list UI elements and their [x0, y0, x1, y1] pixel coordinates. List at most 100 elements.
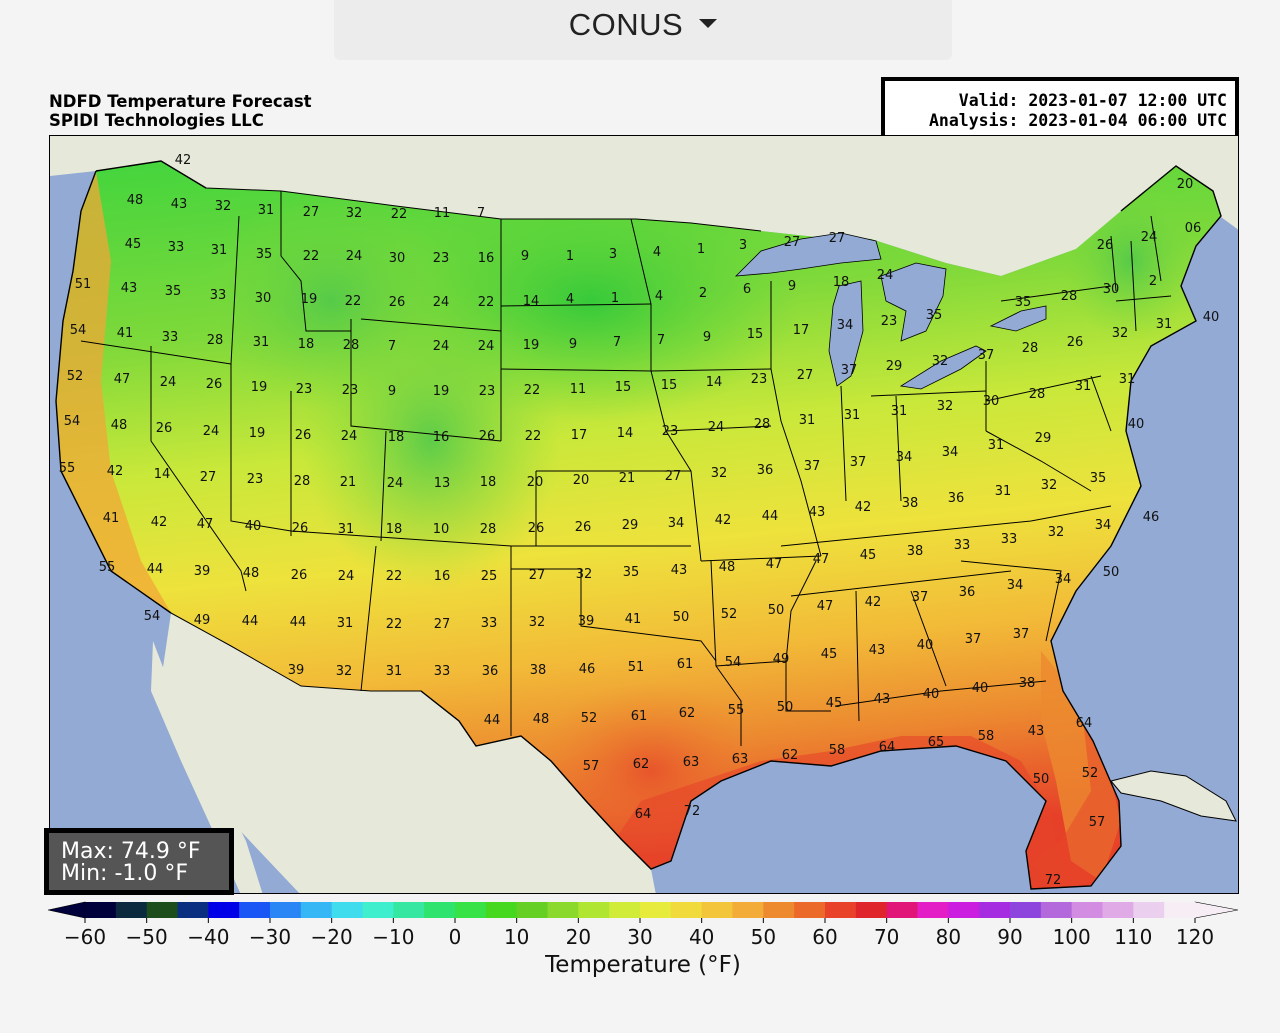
- temperature-label: 51: [628, 660, 645, 675]
- temperature-label: 31: [799, 413, 816, 428]
- colorbar-swatch: [732, 902, 764, 918]
- colorbar-swatch: [85, 902, 117, 918]
- temperature-label: 35: [1015, 295, 1032, 310]
- temperature-label: 35: [256, 247, 273, 262]
- chart-title-block: NDFD Temperature Forecast SPIDI Technolo…: [49, 92, 312, 130]
- temperature-label: 34: [1055, 572, 1072, 587]
- temperature-map[interactable]: 42 48 43 32 31 27 32 22 11 7 45 33 31 35 22 24 30 23 16 9 1 3…: [49, 135, 1239, 894]
- temperature-label: 22: [391, 207, 408, 222]
- temperature-label: 15: [615, 380, 632, 395]
- temperature-label: 9: [521, 249, 529, 264]
- temperature-label: 42: [151, 515, 168, 530]
- temperature-label: 40: [917, 638, 934, 653]
- max-min-box: Max: 74.9 °F Min: -1.0 °F: [44, 828, 234, 895]
- temperature-label: 28: [480, 522, 497, 537]
- temperature-label: 31: [337, 616, 354, 631]
- temperature-label: 48: [111, 418, 128, 433]
- mexico-border: [170, 612, 652, 870]
- temperature-label: 40: [245, 519, 262, 534]
- temperature-label: 13: [434, 476, 451, 491]
- colorbar-swatch: [177, 902, 209, 918]
- temperature-label: 21: [619, 471, 636, 486]
- temperature-label: 9: [569, 337, 577, 352]
- caret-down-icon: [699, 18, 718, 28]
- temperature-label: 43: [874, 692, 891, 707]
- colorbar-swatch: [825, 902, 857, 918]
- colorbar-tick-label: 30: [627, 925, 652, 949]
- colorbar-swatch: [1040, 902, 1073, 918]
- temperature-label: 72: [684, 804, 701, 819]
- temperature-label: 17: [571, 428, 588, 443]
- temperature-label: 34: [837, 318, 854, 333]
- temperature-label: 31: [253, 335, 270, 350]
- temperature-label: 50: [777, 700, 794, 715]
- temperature-label: 27: [303, 205, 320, 220]
- region-dropdown-label: CONUS: [568, 7, 684, 42]
- analysis-time: Analysis: 2023-01-04 06:00 UTC: [928, 111, 1227, 130]
- temperature-label: 31: [995, 484, 1012, 499]
- temperature-label: 10: [433, 522, 450, 537]
- colorbar-tick-label: 120: [1176, 925, 1214, 949]
- region-dropdown[interactable]: CONUS: [334, 0, 952, 60]
- temperature-label: 7: [613, 335, 621, 350]
- temperature-label: 42: [855, 500, 872, 515]
- colorbar-swatch: [331, 902, 363, 918]
- temperature-label: 20: [573, 473, 590, 488]
- colorbar-tick-label: −60: [64, 925, 106, 949]
- temperature-label: 23: [342, 383, 359, 398]
- state-boundaries: [80, 191, 1172, 746]
- temperature-label: 27: [829, 231, 846, 246]
- temperature-label: 32: [1048, 525, 1065, 540]
- colorbar-swatch: [424, 902, 456, 918]
- lake-ontario: [989, 305, 1047, 332]
- temperature-label: 18: [386, 522, 403, 537]
- colorbar-swatch: [1010, 902, 1042, 918]
- temperature-label: 38: [907, 544, 924, 559]
- temperature-label: 50: [1033, 772, 1050, 787]
- temperature-label: 2: [1149, 274, 1157, 289]
- temperature-label: 32: [346, 206, 363, 221]
- temperature-label: 42: [107, 464, 124, 479]
- colorbar-swatch: [208, 902, 240, 918]
- colorbar-swatch: [917, 902, 949, 918]
- temperature-label: 27: [529, 568, 546, 583]
- temperature-label: 52: [1082, 766, 1099, 781]
- colorbar-tick-label: −10: [372, 925, 414, 949]
- temperature-label: 35: [926, 308, 943, 323]
- temperature-label: 18: [298, 337, 315, 352]
- temperature-label: 31: [211, 243, 228, 258]
- temperature-label: 29: [1035, 431, 1052, 446]
- temperature-label: 7: [388, 339, 396, 354]
- temperature-label: 4: [566, 292, 574, 307]
- temperature-label: 28: [343, 338, 360, 353]
- temperature-label: 35: [623, 565, 640, 580]
- valid-time: Valid: 2023-01-07 12:00 UTC: [958, 91, 1227, 110]
- colorbar: −60 −50 −40 −30 −20 −10 0 10 20 30 40 50 60 70 80 90 100…: [47, 901, 1239, 949]
- temperature-label: 47: [197, 517, 214, 532]
- temperature-label: 27: [200, 470, 217, 485]
- temperature-label: 23: [881, 314, 898, 329]
- temperature-label: 58: [978, 729, 995, 744]
- temperature-label: 34: [1095, 518, 1112, 533]
- colorbar-swatch: [146, 902, 178, 918]
- temperature-label: 16: [478, 251, 495, 266]
- temperature-label: 37: [850, 455, 867, 470]
- temperature-label: 44: [242, 614, 259, 629]
- temperature-label: 19: [433, 384, 450, 399]
- colorbar-swatch: [300, 902, 333, 918]
- temperature-label: 33: [481, 616, 498, 631]
- temperature-label: 30: [983, 394, 1000, 409]
- temperature-label: 45: [860, 548, 877, 563]
- temperature-label: 14: [523, 294, 540, 309]
- temperature-label: 22: [478, 295, 495, 310]
- temperature-label: 22: [525, 429, 542, 444]
- lake-huron: [880, 262, 947, 342]
- temperature-label: 2: [699, 286, 707, 301]
- temperature-label: 41: [117, 326, 134, 341]
- temperature-label: 24: [877, 268, 894, 283]
- temperature-label: 31: [386, 664, 403, 679]
- temperature-label: 42: [865, 595, 882, 610]
- temperature-label: 23: [751, 372, 768, 387]
- temperature-label: 48: [719, 560, 736, 575]
